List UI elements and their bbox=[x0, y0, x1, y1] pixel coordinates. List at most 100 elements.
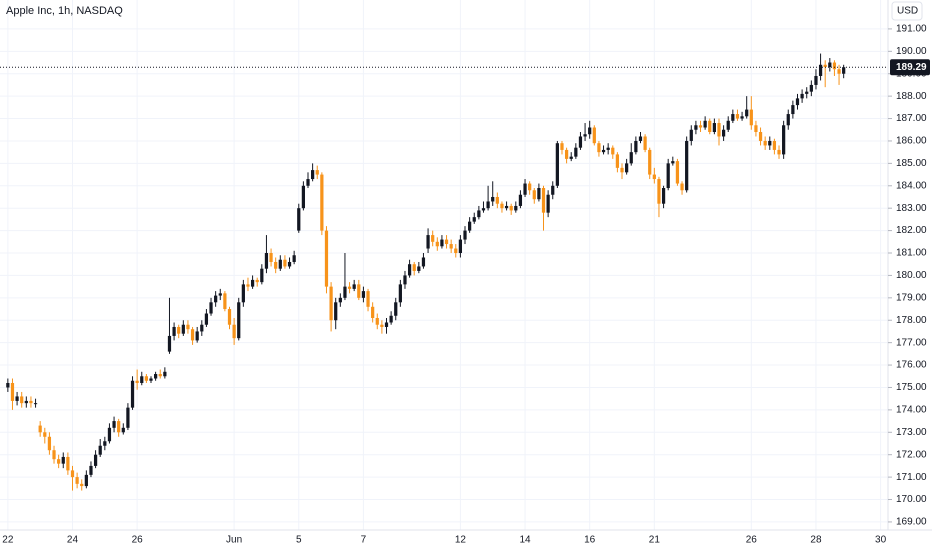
candle-body bbox=[611, 147, 615, 155]
candle-body bbox=[703, 120, 707, 128]
y-tick-label: 176.00 bbox=[896, 360, 927, 371]
candle-body bbox=[560, 143, 564, 150]
candle-body bbox=[666, 163, 670, 189]
candle-body bbox=[763, 140, 767, 146]
candle-body bbox=[546, 194, 550, 213]
candle-body bbox=[643, 136, 647, 150]
y-tick-label: 174.00 bbox=[896, 405, 927, 416]
candle-body bbox=[135, 380, 139, 383]
grid-layer bbox=[0, 0, 888, 530]
candles-layer bbox=[0, 53, 888, 491]
candle-body bbox=[177, 326, 181, 334]
x-tick-label: 12 bbox=[455, 535, 467, 546]
candle-body bbox=[292, 255, 296, 262]
candle-body bbox=[57, 459, 61, 464]
candle-body bbox=[394, 302, 398, 316]
candle-body bbox=[532, 190, 536, 200]
candle-body bbox=[315, 170, 319, 175]
candle-body bbox=[144, 376, 148, 381]
candle-body bbox=[814, 75, 818, 85]
candle-body bbox=[634, 140, 638, 153]
candle-body bbox=[740, 116, 744, 119]
currency-box[interactable] bbox=[891, 1, 923, 21]
candle-body bbox=[6, 382, 10, 388]
currency[interactable]: USD bbox=[897, 6, 918, 17]
candle-body bbox=[84, 474, 88, 487]
candle-body bbox=[20, 396, 24, 404]
candle-body bbox=[61, 456, 65, 464]
candle-body bbox=[380, 324, 384, 327]
x-tick-label: 22 bbox=[2, 535, 14, 546]
candle-body bbox=[93, 454, 98, 466]
candle-body bbox=[823, 64, 827, 68]
candle-body bbox=[417, 266, 421, 271]
candle-body bbox=[514, 205, 518, 211]
y-tick-label: 185.00 bbox=[896, 158, 927, 169]
y-tick-label: 178.00 bbox=[896, 315, 927, 326]
y-tick-label: 191.00 bbox=[896, 24, 927, 35]
y-tick-label: 181.00 bbox=[896, 248, 927, 259]
candle-body bbox=[440, 239, 444, 247]
candle-body bbox=[421, 257, 426, 267]
candle-body bbox=[264, 253, 269, 269]
candle-body bbox=[223, 293, 227, 310]
x-tick-label: 7 bbox=[361, 535, 367, 546]
candle-body bbox=[237, 302, 241, 339]
candle-body bbox=[250, 279, 255, 287]
candle-body bbox=[154, 374, 158, 379]
candle-body bbox=[625, 163, 629, 173]
candle-body bbox=[117, 421, 121, 433]
candle-body bbox=[398, 284, 402, 303]
candle-body bbox=[495, 196, 499, 204]
candle-body bbox=[130, 380, 135, 408]
candle-body bbox=[454, 248, 458, 254]
candle-body bbox=[749, 109, 753, 126]
candle-body bbox=[52, 450, 56, 460]
candle-body bbox=[523, 183, 527, 195]
candle-body bbox=[842, 67, 846, 74]
candle-body bbox=[389, 315, 393, 323]
candle-body bbox=[43, 432, 47, 437]
candle-body bbox=[588, 127, 592, 135]
candle-body bbox=[15, 396, 19, 401]
candle-body bbox=[671, 161, 675, 164]
candle-body bbox=[209, 302, 213, 314]
candle-body bbox=[504, 205, 509, 209]
candle-body bbox=[786, 114, 790, 126]
candle-body bbox=[800, 93, 804, 99]
candle-body bbox=[638, 136, 643, 141]
candle-body bbox=[721, 129, 726, 137]
candle-body bbox=[648, 149, 652, 175]
y-tick-label: 186.00 bbox=[896, 136, 927, 147]
candle-body bbox=[805, 91, 809, 94]
candle-body bbox=[112, 421, 116, 428]
candle-body bbox=[10, 382, 15, 401]
candle-body bbox=[103, 441, 107, 446]
chart-title: Apple Inc, 1h, NASDAQ bbox=[6, 5, 123, 17]
x-tick-label: 24 bbox=[67, 535, 79, 546]
y-tick-label: 180.00 bbox=[896, 270, 927, 281]
candle-body bbox=[89, 465, 93, 475]
last-price-label: 189.29 bbox=[896, 62, 927, 73]
labels-layer: 169.00 170.00 171.00 172.00 173.00 174.00 175.… bbox=[2, 24, 930, 546]
candle-body bbox=[620, 167, 624, 173]
candle-body bbox=[366, 291, 370, 307]
candle-body bbox=[195, 331, 199, 341]
candle-body bbox=[426, 235, 430, 249]
candle-body bbox=[444, 239, 449, 245]
x-tick-label: 16 bbox=[584, 535, 596, 546]
candle-body bbox=[698, 125, 703, 128]
candle-body bbox=[283, 259, 287, 267]
candle-body bbox=[167, 335, 172, 352]
candle-body bbox=[80, 483, 84, 487]
candle-body bbox=[274, 261, 278, 269]
candle-body bbox=[324, 230, 329, 287]
candle-body bbox=[352, 284, 356, 289]
candle-body bbox=[597, 143, 601, 153]
candle-body bbox=[357, 284, 361, 298]
candle-body bbox=[24, 400, 28, 404]
candle-body bbox=[311, 170, 315, 180]
candle-body bbox=[680, 183, 684, 191]
candle-body bbox=[768, 140, 772, 146]
